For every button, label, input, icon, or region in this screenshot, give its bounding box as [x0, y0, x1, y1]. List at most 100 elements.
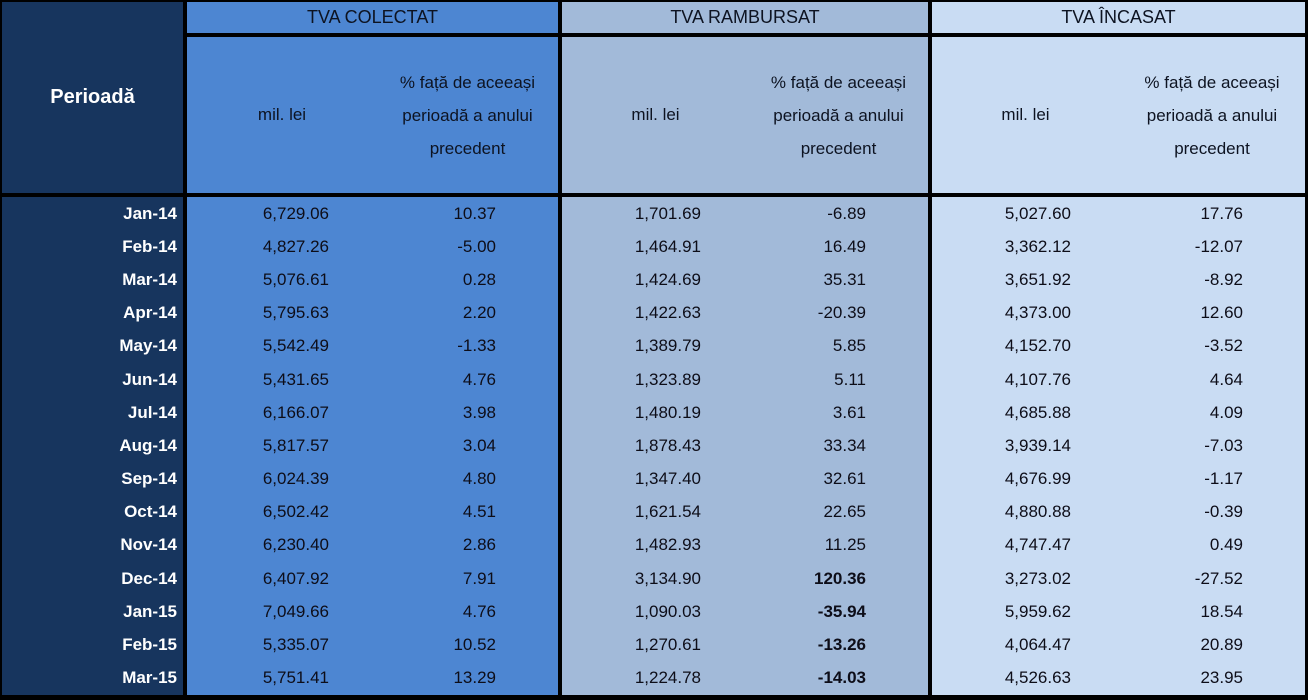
group-header-tva-rambursat: TVA RAMBURSAT: [562, 2, 932, 37]
colectat-pct-cell: 10.37: [377, 197, 562, 231]
incasat-pct-cell: -7.03: [1119, 429, 1305, 463]
group-header-tva-colectat: TVA COLECTAT: [187, 2, 562, 37]
incasat-pct-cell: 17.76: [1119, 197, 1305, 231]
period-label: Aug-14: [2, 429, 187, 463]
rambursat-pct-header-label: % față de aceeași perioadă a anului prec…: [770, 72, 907, 158]
colectat-pct-cell: 0.28: [377, 263, 562, 297]
period-column-header: Perioadă: [2, 2, 187, 197]
colectat-amount-cell: 5,542.49: [187, 329, 377, 363]
incasat-pct-cell: 4.64: [1119, 362, 1305, 397]
rambursat-amount-cell: 1,480.19: [562, 396, 749, 430]
colectat-amount-cell: 5,817.57: [187, 429, 377, 463]
incasat-amount-header: mil. lei: [932, 37, 1119, 197]
colectat-amount-cell: 6,502.42: [187, 495, 377, 529]
period-label: Jun-14: [2, 362, 187, 397]
period-label: Apr-14: [2, 296, 187, 330]
rambursat-pct-cell: 22.65: [749, 495, 932, 529]
incasat-pct-cell: 18.54: [1119, 595, 1305, 629]
incasat-pct-cell: -27.52: [1119, 562, 1305, 596]
colectat-pct-cell: 7.91: [377, 562, 562, 596]
incasat-pct-cell: -12.07: [1119, 230, 1305, 264]
period-label: May-14: [2, 329, 187, 363]
colectat-amount-cell: 5,751.41: [187, 661, 377, 695]
incasat-pct-cell: 23.95: [1119, 661, 1305, 695]
incasat-pct-cell: 20.89: [1119, 628, 1305, 662]
rambursat-pct-cell: 33.34: [749, 429, 932, 463]
colectat-pct-cell: -5.00: [377, 230, 562, 264]
incasat-amount-cell: 4,064.47: [932, 628, 1119, 662]
incasat-pct-cell: -3.52: [1119, 329, 1305, 363]
period-label: Feb-15: [2, 628, 187, 662]
rambursat-pct-cell: 5.11: [749, 362, 932, 397]
rambursat-pct-cell: 5.85: [749, 329, 932, 363]
incasat-pct-cell: -0.39: [1119, 495, 1305, 529]
incasat-pct-cell: -1.17: [1119, 462, 1305, 496]
rambursat-amount-cell: 3,134.90: [562, 562, 749, 596]
colectat-amount-cell: 6,230.40: [187, 528, 377, 563]
period-label: Jan-14: [2, 197, 187, 231]
incasat-pct-header: % față de aceeași perioadă a anului prec…: [1119, 37, 1305, 197]
incasat-amount-cell: 3,651.92: [932, 263, 1119, 297]
period-label: Sep-14: [2, 462, 187, 496]
incasat-amount-cell: 5,027.60: [932, 197, 1119, 231]
colectat-pct-cell: 4.51: [377, 495, 562, 529]
colectat-pct-cell: 2.86: [377, 528, 562, 563]
period-label: Mar-14: [2, 263, 187, 297]
incasat-amount-cell: 4,685.88: [932, 396, 1119, 430]
rambursat-pct-cell: -14.03: [749, 661, 932, 695]
colectat-amount-cell: 5,076.61: [187, 263, 377, 297]
colectat-amount-header: mil. lei: [187, 37, 377, 197]
colectat-pct-cell: 4.76: [377, 595, 562, 629]
incasat-amount-cell: 4,880.88: [932, 495, 1119, 529]
period-label: Jan-15: [2, 595, 187, 629]
period-label: Oct-14: [2, 495, 187, 529]
colectat-amount-cell: 6,166.07: [187, 396, 377, 430]
incasat-amount-cell: 4,526.63: [932, 661, 1119, 695]
rambursat-amount-cell: 1,270.61: [562, 628, 749, 662]
incasat-amount-cell: 3,273.02: [932, 562, 1119, 596]
period-label: Nov-14: [2, 528, 187, 563]
rambursat-pct-cell: 120.36: [749, 562, 932, 596]
colectat-pct-cell: 3.04: [377, 429, 562, 463]
colectat-amount-cell: 4,827.26: [187, 230, 377, 264]
rambursat-amount-cell: 1,482.93: [562, 528, 749, 563]
rambursat-amount-cell: 1,424.69: [562, 263, 749, 297]
colectat-pct-cell: 13.29: [377, 661, 562, 695]
rambursat-amount-cell: 1,347.40: [562, 462, 749, 496]
colectat-pct-header-label: % față de aceeași perioadă a anului prec…: [399, 72, 536, 158]
colectat-amount-cell: 6,729.06: [187, 197, 377, 231]
rambursat-amount-cell: 1,323.89: [562, 362, 749, 397]
incasat-pct-cell: 0.49: [1119, 528, 1305, 563]
colectat-pct-cell: 3.98: [377, 396, 562, 430]
incasat-pct-cell: 4.09: [1119, 396, 1305, 430]
rambursat-pct-cell: -13.26: [749, 628, 932, 662]
rambursat-pct-cell: 16.49: [749, 230, 932, 264]
colectat-amount-cell: 5,795.63: [187, 296, 377, 330]
period-label: Jul-14: [2, 396, 187, 430]
incasat-amount-cell: 4,107.76: [932, 362, 1119, 397]
incasat-pct-cell: -8.92: [1119, 263, 1305, 297]
rambursat-amount-cell: 1,389.79: [562, 329, 749, 363]
rambursat-amount-cell: 1,621.54: [562, 495, 749, 529]
incasat-amount-cell: 4,152.70: [932, 329, 1119, 363]
rambursat-amount-cell: 1,464.91: [562, 230, 749, 264]
incasat-amount-cell: 4,373.00: [932, 296, 1119, 330]
colectat-pct-header: % față de aceeași perioadă a anului prec…: [377, 37, 562, 197]
incasat-amount-cell: 5,959.62: [932, 595, 1119, 629]
rambursat-pct-cell: 3.61: [749, 396, 932, 430]
incasat-pct-header-label: % față de aceeași perioadă a anului prec…: [1144, 72, 1280, 158]
rambursat-amount-cell: 1,422.63: [562, 296, 749, 330]
rambursat-amount-cell: 1,878.43: [562, 429, 749, 463]
period-label: Mar-15: [2, 661, 187, 695]
colectat-amount-cell: 6,024.39: [187, 462, 377, 496]
group-header-tva-incasat: TVA ÎNCASAT: [932, 2, 1305, 37]
rambursat-pct-cell: 35.31: [749, 263, 932, 297]
rambursat-pct-header: % față de aceeași perioadă a anului prec…: [749, 37, 932, 197]
incasat-amount-cell: 4,676.99: [932, 462, 1119, 496]
rambursat-amount-header: mil. lei: [562, 37, 749, 197]
colectat-pct-cell: 4.76: [377, 362, 562, 397]
rambursat-pct-cell: 11.25: [749, 528, 932, 563]
rambursat-amount-cell: 1,701.69: [562, 197, 749, 231]
incasat-amount-cell: 3,362.12: [932, 230, 1119, 264]
